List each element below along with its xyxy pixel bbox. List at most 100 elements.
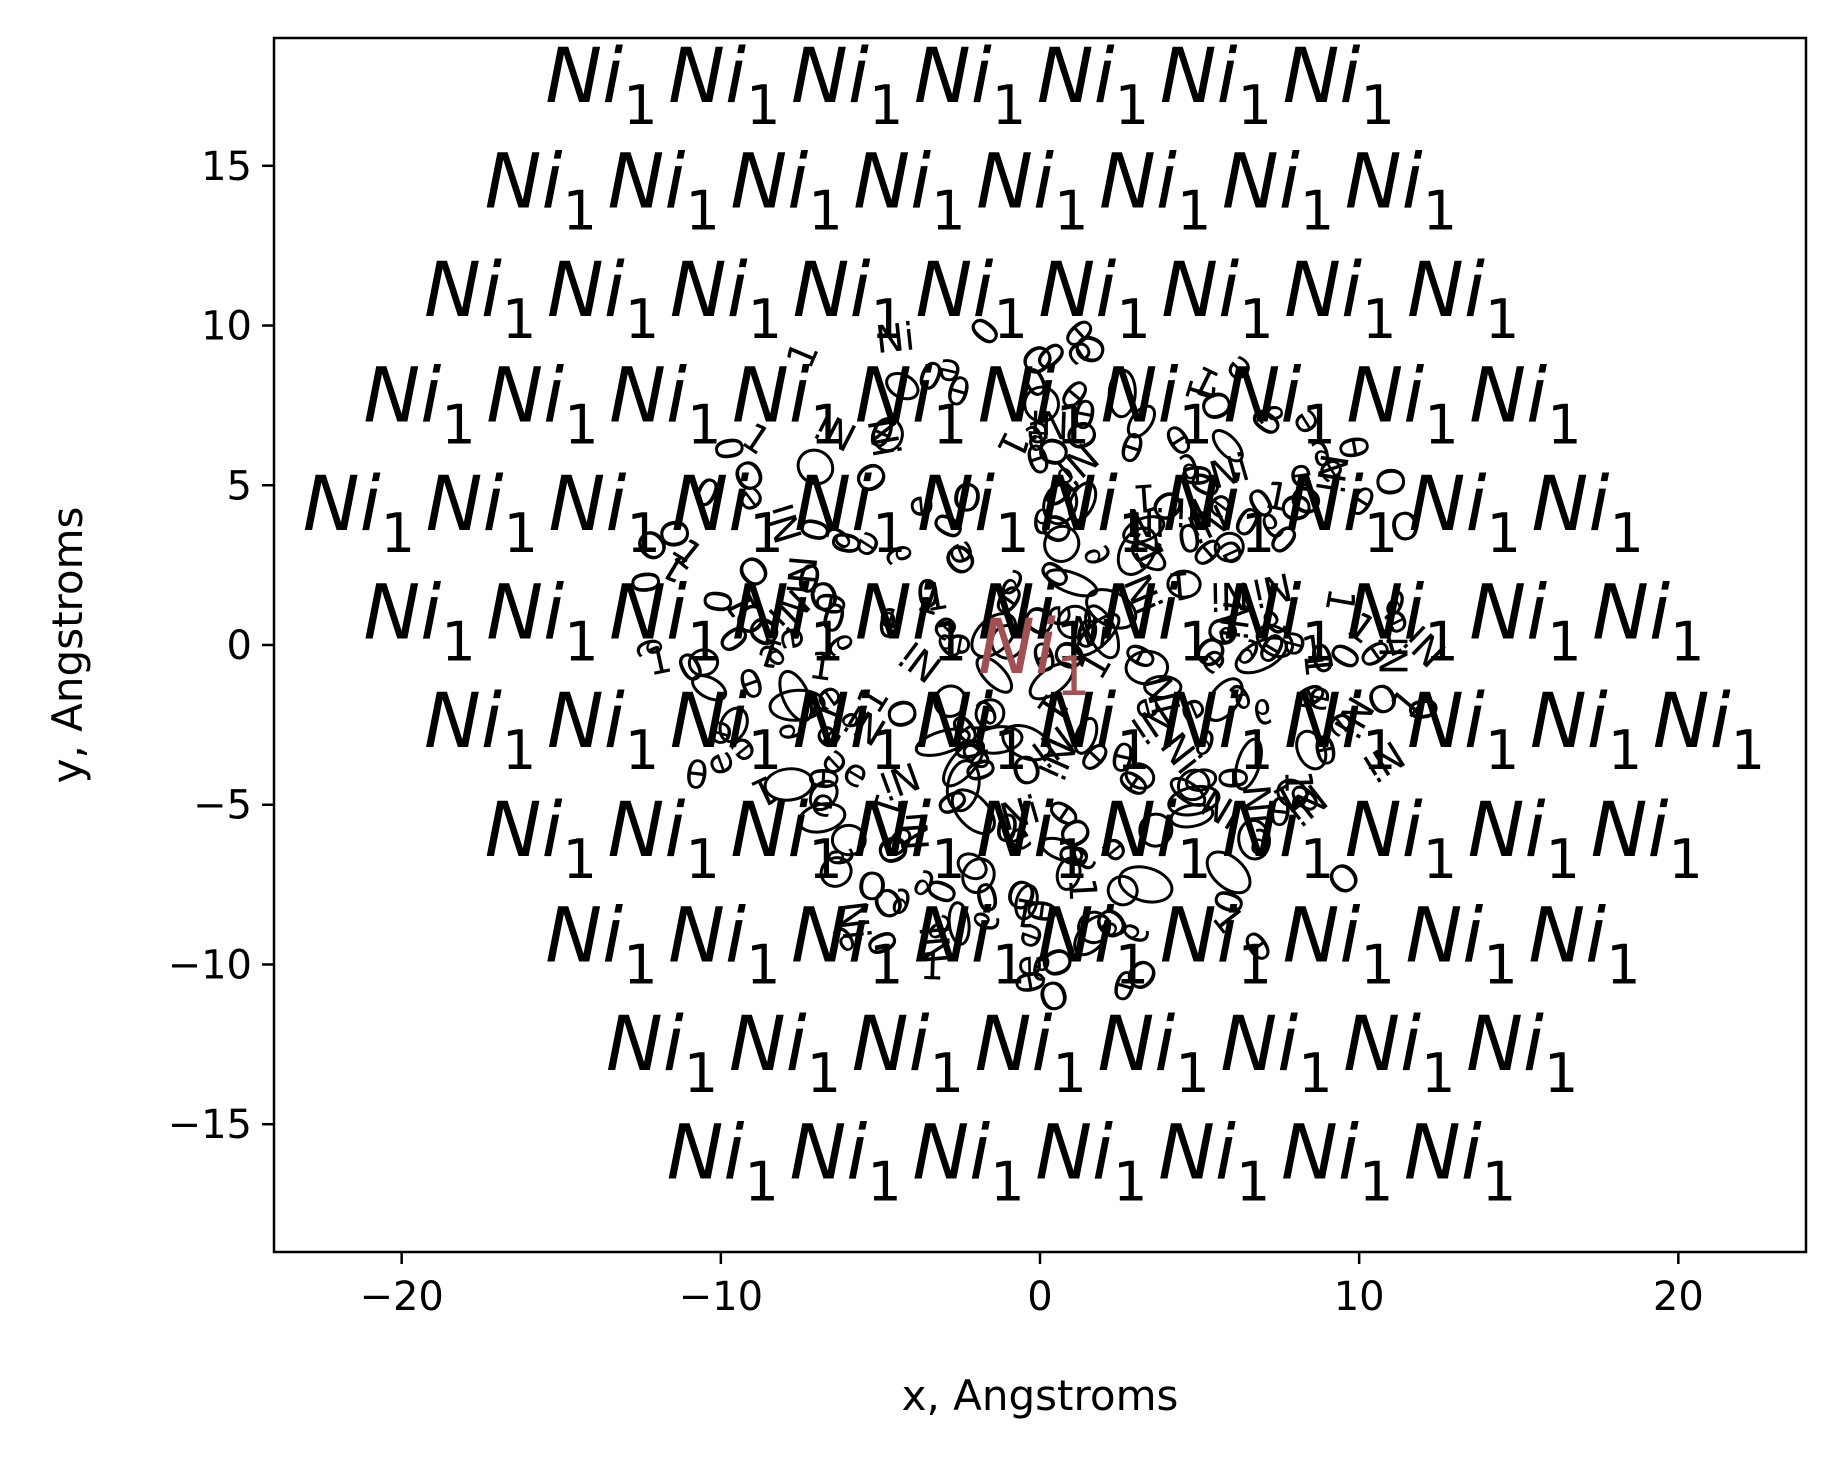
overlap-ring — [718, 706, 749, 744]
atom-element: Ni — [1466, 999, 1544, 1088]
atom-index: 1 — [564, 611, 598, 674]
atom-label: Ni1 — [1346, 568, 1458, 674]
atom-index: 1 — [1053, 1042, 1087, 1105]
overlap-glyph: Ni — [830, 898, 878, 942]
overlap-glyph: Ni — [1372, 636, 1416, 675]
atom-element: Ni — [789, 1108, 867, 1197]
atom-index: 1 — [871, 288, 905, 351]
atom-index: 1 — [626, 502, 660, 565]
atom-label: Ni1 — [1343, 999, 1455, 1105]
atom-label: Ni1 — [914, 31, 1026, 137]
y-tick-label: −15 — [168, 1102, 252, 1148]
overlap-ring — [1233, 737, 1263, 791]
overlap-ring — [1237, 818, 1271, 861]
atom-element: Ni — [1592, 568, 1670, 657]
atom-index: 1 — [869, 74, 903, 137]
atom-element: Ni — [1099, 136, 1177, 225]
atom-element: Ni — [670, 676, 748, 765]
atom-index: 1 — [1179, 611, 1213, 674]
atom-index: 1 — [995, 502, 1029, 565]
x-tick-label: −10 — [679, 1274, 763, 1320]
atom-label: Ni1 — [668, 890, 780, 996]
overlap-glyph: 1 — [1131, 475, 1158, 521]
atom-label: Ni1 — [426, 459, 538, 565]
atom-index: 1 — [1177, 179, 1211, 242]
overlap-ring — [956, 852, 988, 881]
atom-element: Ni — [1160, 890, 1238, 979]
atom-element: Ni — [914, 890, 992, 979]
atom-label: Ni1 — [1099, 136, 1211, 242]
atom-index: 1 — [992, 933, 1026, 996]
atom-label: Ni1 — [424, 676, 536, 782]
overlap-ring — [808, 779, 839, 812]
atom-element: Ni — [547, 676, 625, 765]
atom-index: 1 — [931, 179, 965, 242]
atom-element: Ni — [548, 459, 626, 548]
atom-label: Ni1 — [729, 999, 841, 1105]
atom-element: Ni — [1281, 1108, 1359, 1197]
overlap-ring — [1169, 777, 1207, 807]
atom-index: 1 — [1056, 393, 1090, 456]
atom-label: Ni1 — [547, 676, 659, 782]
atom-index: 1 — [1423, 828, 1457, 891]
y-tick-label: −10 — [168, 942, 252, 988]
atom-index: 1 — [993, 288, 1027, 351]
x-axis-label: x, Angstroms — [902, 1371, 1179, 1420]
atom-element: Ni — [1284, 245, 1362, 334]
overlap-glyph: 1 — [1295, 651, 1341, 680]
atom-label: Ni1 — [1220, 999, 1332, 1105]
atom-label: Ni1 — [485, 136, 597, 242]
overlap-glyph: Ni — [1307, 451, 1357, 496]
atom-label: Ni1 — [1099, 785, 1211, 891]
atom-label: Ni1 — [732, 350, 844, 456]
atom-label: Ni1 — [1037, 31, 1149, 137]
atom-label: Ni1 — [609, 568, 721, 674]
atom-label: Ni1 — [545, 890, 657, 996]
atom-label: Ni1 — [978, 568, 1090, 674]
atom-element: Ni — [1469, 350, 1547, 439]
overlap-ring — [942, 739, 986, 788]
atom-element: Ni — [1224, 350, 1302, 439]
atom-element: Ni — [303, 459, 381, 548]
atom-index: 1 — [502, 719, 536, 782]
overlap-ring — [1205, 850, 1252, 895]
atom-label: Ni1 — [486, 568, 598, 674]
atom-element: Ni — [1035, 1108, 1113, 1197]
overlap-glyph: e — [896, 493, 942, 521]
atom-element: Ni — [424, 676, 502, 765]
atom-element: Ni — [912, 1108, 990, 1197]
atom-label: Ni1 — [732, 568, 844, 674]
atom-index: 1 — [1056, 611, 1090, 674]
atom-element: Ni — [791, 890, 869, 979]
overlap-ring — [819, 856, 853, 888]
atom-element: Ni — [855, 568, 933, 657]
atom-label: Ni1 — [789, 1108, 901, 1214]
atom-element: Ni — [1161, 676, 1239, 765]
atom-label: Ni1 — [1469, 350, 1581, 456]
overlap-ring — [1107, 368, 1137, 419]
atom-index: 1 — [563, 828, 597, 891]
overlap-glyph: θ — [682, 752, 710, 799]
overlap-ring — [1234, 636, 1288, 675]
atom-element: Ni — [852, 999, 930, 1088]
overlap-ring — [872, 417, 904, 453]
atom-element: Ni — [978, 350, 1056, 439]
overlap-ring — [797, 802, 847, 834]
atom-element: Ni — [1346, 568, 1424, 657]
atom-element: Ni — [1407, 245, 1485, 334]
atom-label: Ni1 — [1284, 676, 1396, 782]
atom-element: Ni — [791, 31, 869, 120]
atom-label: Ni1 — [1404, 1108, 1516, 1214]
overlap-ring — [1276, 778, 1309, 809]
atom-index: 1 — [1359, 1151, 1393, 1214]
atom-index: 1 — [1241, 502, 1275, 565]
atom-element: Ni — [1097, 999, 1175, 1088]
atom-index: 1 — [1487, 502, 1521, 565]
atom-index: 1 — [1485, 719, 1519, 782]
atom-label: Ni1 — [793, 676, 905, 782]
atom-index: 1 — [1054, 179, 1088, 242]
overlap-ring — [1166, 569, 1202, 599]
atom-label: Ni1 — [424, 245, 536, 351]
atom-label: Ni1 — [1037, 890, 1149, 996]
atom-label: Ni1 — [1346, 350, 1458, 456]
